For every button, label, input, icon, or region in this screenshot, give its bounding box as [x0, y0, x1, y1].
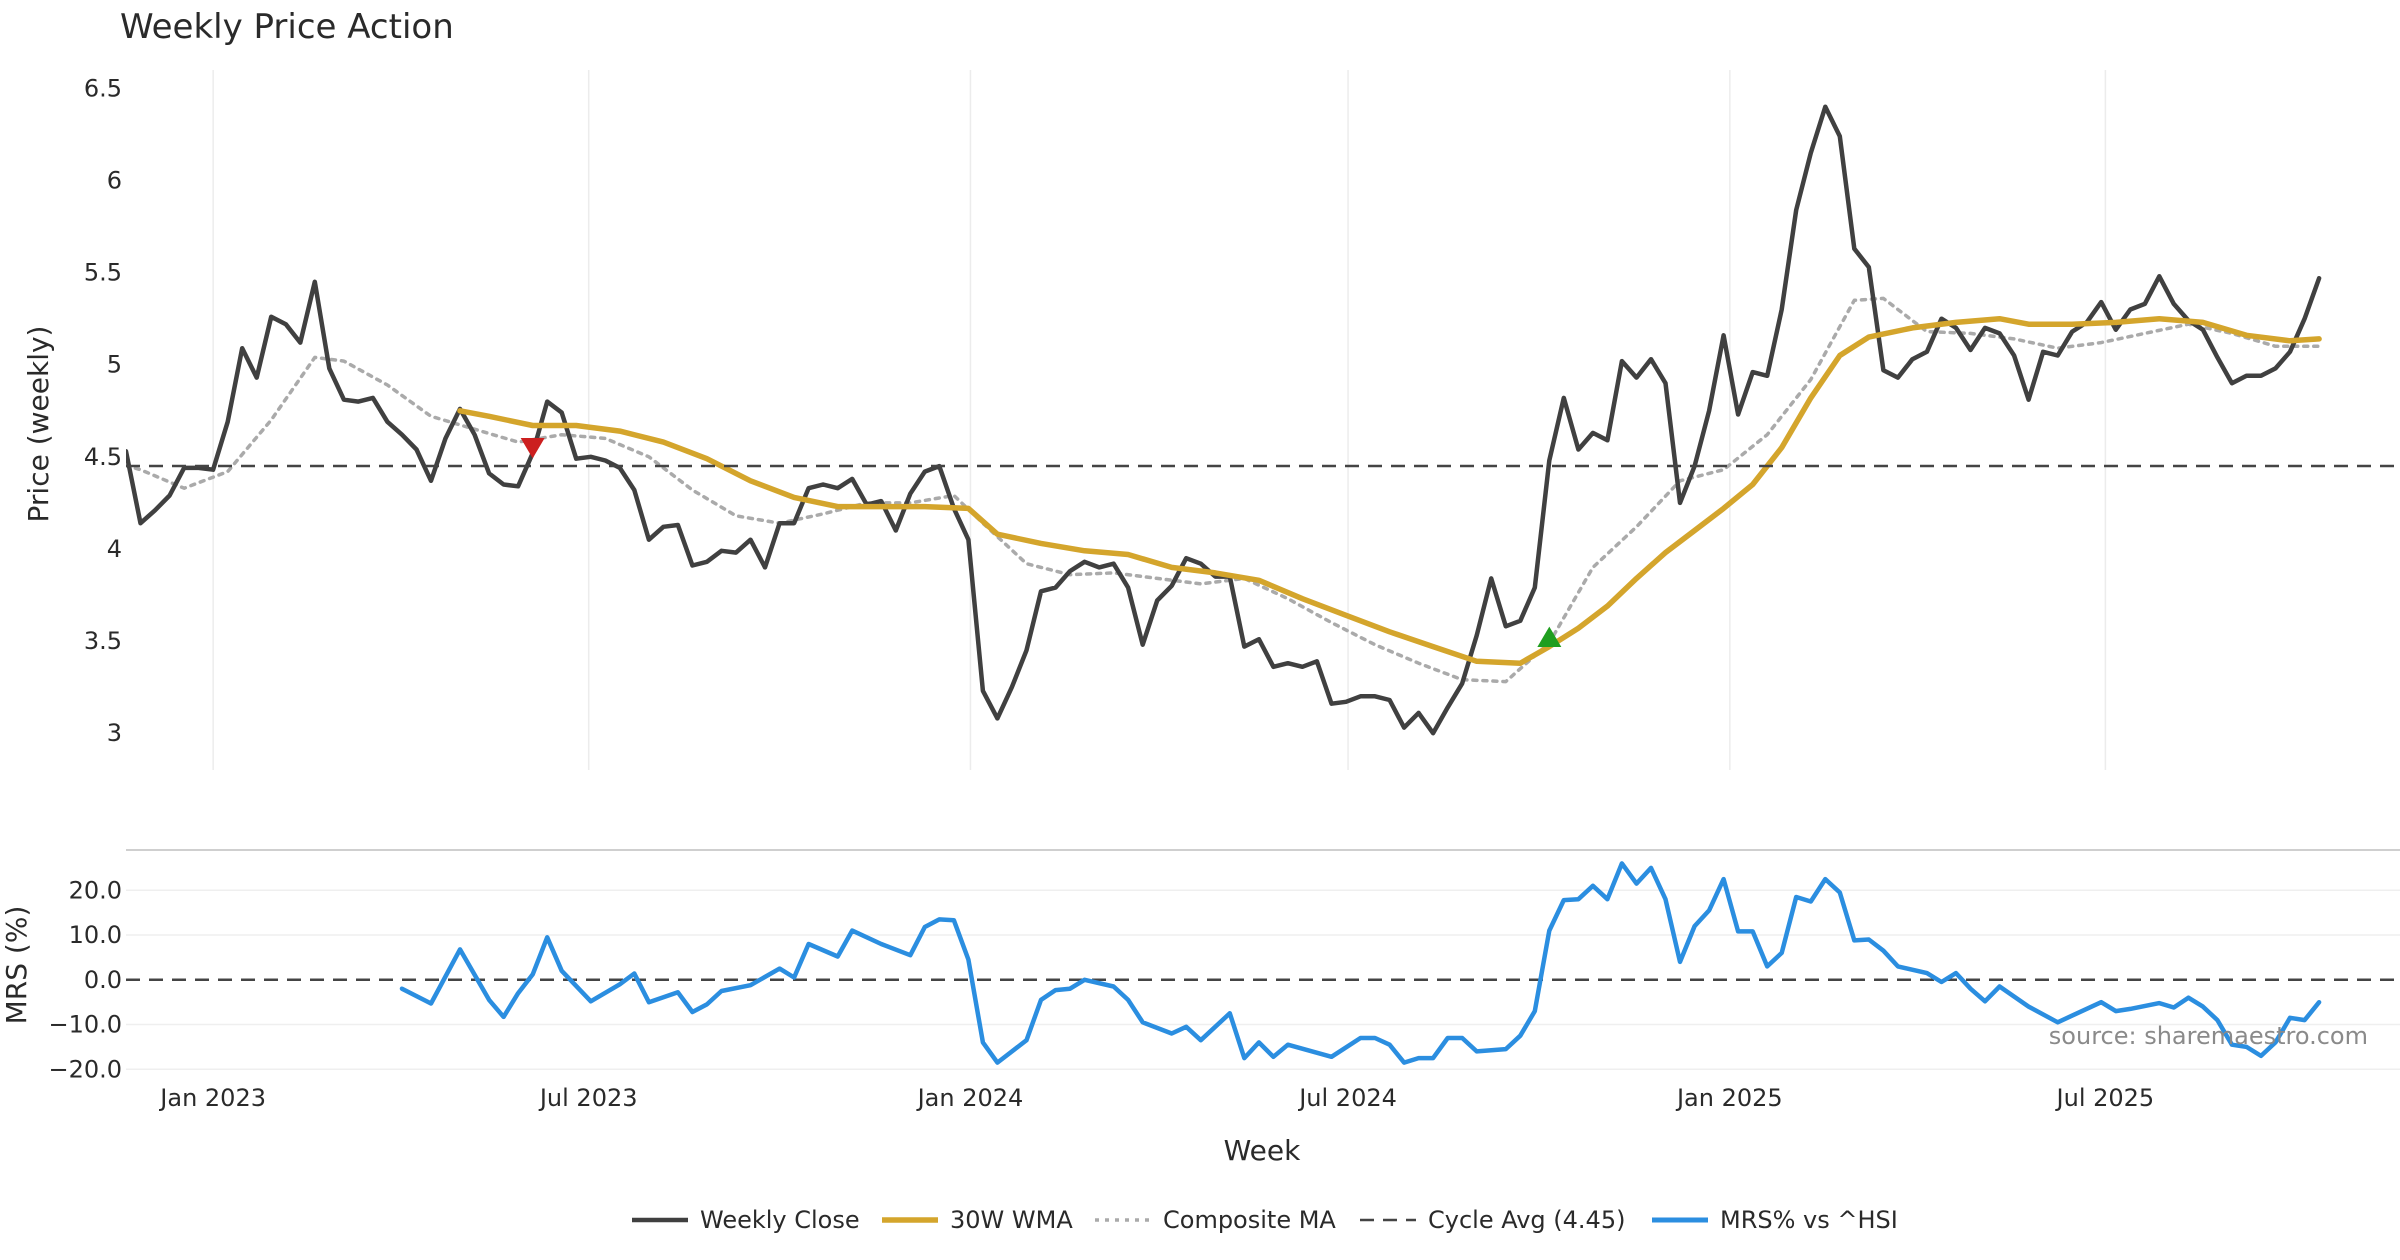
price-y-axis-label: Price (weekly) [22, 326, 55, 523]
price-y-tick-label: 4 [107, 535, 122, 563]
mrs-y-tick-label: −20.0 [48, 1055, 122, 1083]
legend-label-weekly-close: Weekly Close [700, 1206, 860, 1234]
legend-label-cycle-avg-4-45: Cycle Avg (4.45) [1428, 1206, 1625, 1234]
chart-title: Weekly Price Action [120, 7, 454, 47]
x-tick-label: Jan 2025 [1675, 1084, 1783, 1112]
x-axis-label: Week [1224, 1134, 1301, 1167]
x-tick-label: Jan 2023 [158, 1084, 266, 1112]
30w-wma-line [457, 315, 2322, 666]
weekly-close-line [126, 104, 2322, 736]
price-y-tick-label: 6 [107, 167, 122, 195]
x-tick-label: Jul 2023 [538, 1084, 638, 1112]
mrs-y-tick-label: −10.0 [48, 1011, 122, 1039]
mrs-y-axis-label: MRS (%) [0, 906, 33, 1025]
legend-label-mrs-vs-hsi: MRS% vs ^HSI [1720, 1206, 1898, 1234]
legend-label-30w-wma: 30W WMA [950, 1206, 1073, 1234]
buy-signal-marker [1537, 626, 1562, 647]
price-y-tick-label: 5 [107, 351, 122, 379]
mrs-y-tick-label: 10.0 [69, 921, 122, 949]
price-y-tick-label: 4.5 [84, 443, 122, 471]
mrs-series-group [399, 861, 2322, 1065]
price-y-tick-label: 3.5 [84, 627, 122, 655]
x-tick-label: Jul 2024 [1297, 1084, 1397, 1112]
source-note: source: sharemaestro.com [2049, 1022, 2368, 1050]
mrs-y-tick-label: 20.0 [69, 876, 122, 904]
mrs-y-tick-label: 0.0 [84, 966, 122, 994]
x-tick-label: Jul 2025 [2055, 1084, 2155, 1112]
price-series-group [126, 104, 2400, 736]
price-y-tick-label: 5.5 [84, 259, 122, 287]
price-y-tick-label: 6.5 [84, 74, 122, 102]
price-y-tick-label: 3 [107, 719, 122, 747]
sell-signal-marker [520, 438, 545, 459]
x-tick-label: Jan 2024 [916, 1084, 1024, 1112]
price-panel: 3 3.5 4 4.5 5 5.5 6 6.5 [84, 70, 2400, 770]
mrs-panel: 20.0 10.0 0.0 −10.0 −20.0 Jan 2023 Jul 2023 Jan… [48, 849, 2400, 1112]
legend: Weekly Close 30W WMA Composite MA Cycle Avg… [632, 1206, 1898, 1234]
legend-label-composite-ma: Composite MA [1163, 1206, 1336, 1234]
composite-ma-line [126, 296, 2321, 684]
mrs-vs-hsi-line [399, 861, 2322, 1065]
